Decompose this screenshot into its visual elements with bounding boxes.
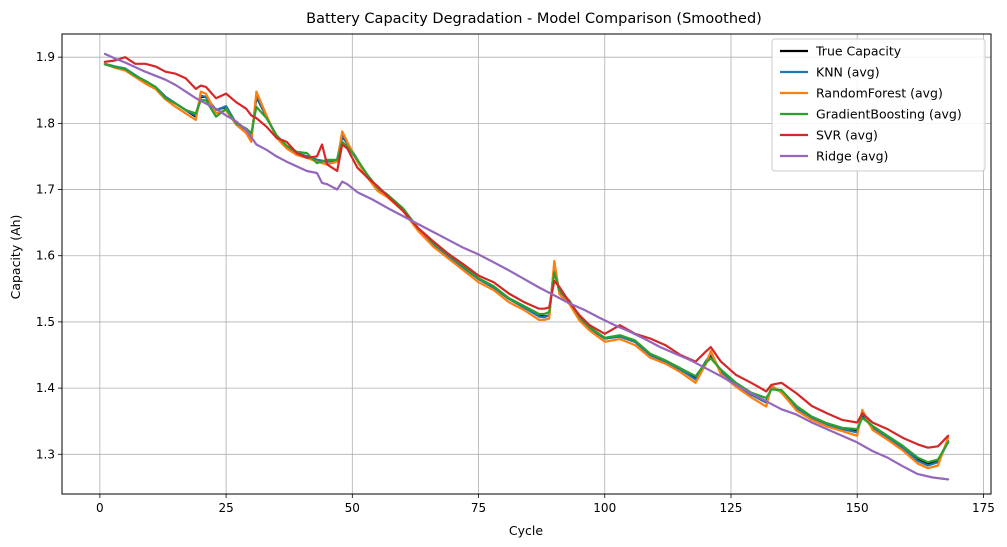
y-tick-label: 1.4 — [36, 381, 55, 395]
y-axis: 1.3 1.4 1.5 1.6 1.7 1.8 1.9 — [36, 50, 62, 461]
legend-label-gradientboosting-avg: GradientBoosting (avg) — [816, 107, 962, 122]
x-axis-label: Cycle — [509, 523, 543, 538]
plot-frame — [61, 33, 992, 495]
legend-label-knn-avg: KNN (avg) — [816, 65, 880, 80]
x-tick-label: 75 — [471, 501, 486, 515]
y-tick-label: 1.8 — [36, 116, 55, 130]
legend-label-randomforest-avg: RandomForest (avg) — [816, 86, 943, 101]
series-line-gradientboosting-avg — [103, 63, 950, 464]
x-axis: 0 25 50 75 100 125 150 175 — [96, 494, 995, 515]
series-layer — [103, 52, 950, 481]
y-axis-label: Capacity (Ah) — [8, 215, 23, 300]
x-tick-label: 25 — [218, 501, 233, 515]
legend: True Capacity KNN (avg) RandomForest (avg)… — [771, 38, 986, 172]
y-tick-label: 1.5 — [36, 315, 55, 329]
series-line-svr-avg — [103, 56, 950, 449]
x-tick-label: 0 — [96, 501, 104, 515]
series-line-ridge-avg — [103, 52, 950, 481]
legend-label-ridge-avg: Ridge (avg) — [816, 149, 888, 164]
x-tick-label: 100 — [593, 501, 616, 515]
y-tick-label: 1.9 — [36, 50, 55, 64]
x-tick-label: 50 — [345, 501, 360, 515]
legend-label-svr-avg: SVR (avg) — [816, 128, 878, 143]
x-tick-label: 125 — [720, 501, 743, 515]
legend-label-true-capacity: True Capacity — [815, 44, 902, 59]
x-tick-label: 150 — [846, 501, 869, 515]
y-tick-label: 1.3 — [36, 447, 55, 461]
x-tick-label: 175 — [972, 501, 995, 515]
y-tick-label: 1.7 — [36, 183, 55, 197]
chart-title: Battery Capacity Degradation - Model Com… — [306, 11, 762, 27]
y-tick-label: 1.6 — [36, 249, 55, 263]
legend-box — [771, 38, 986, 172]
